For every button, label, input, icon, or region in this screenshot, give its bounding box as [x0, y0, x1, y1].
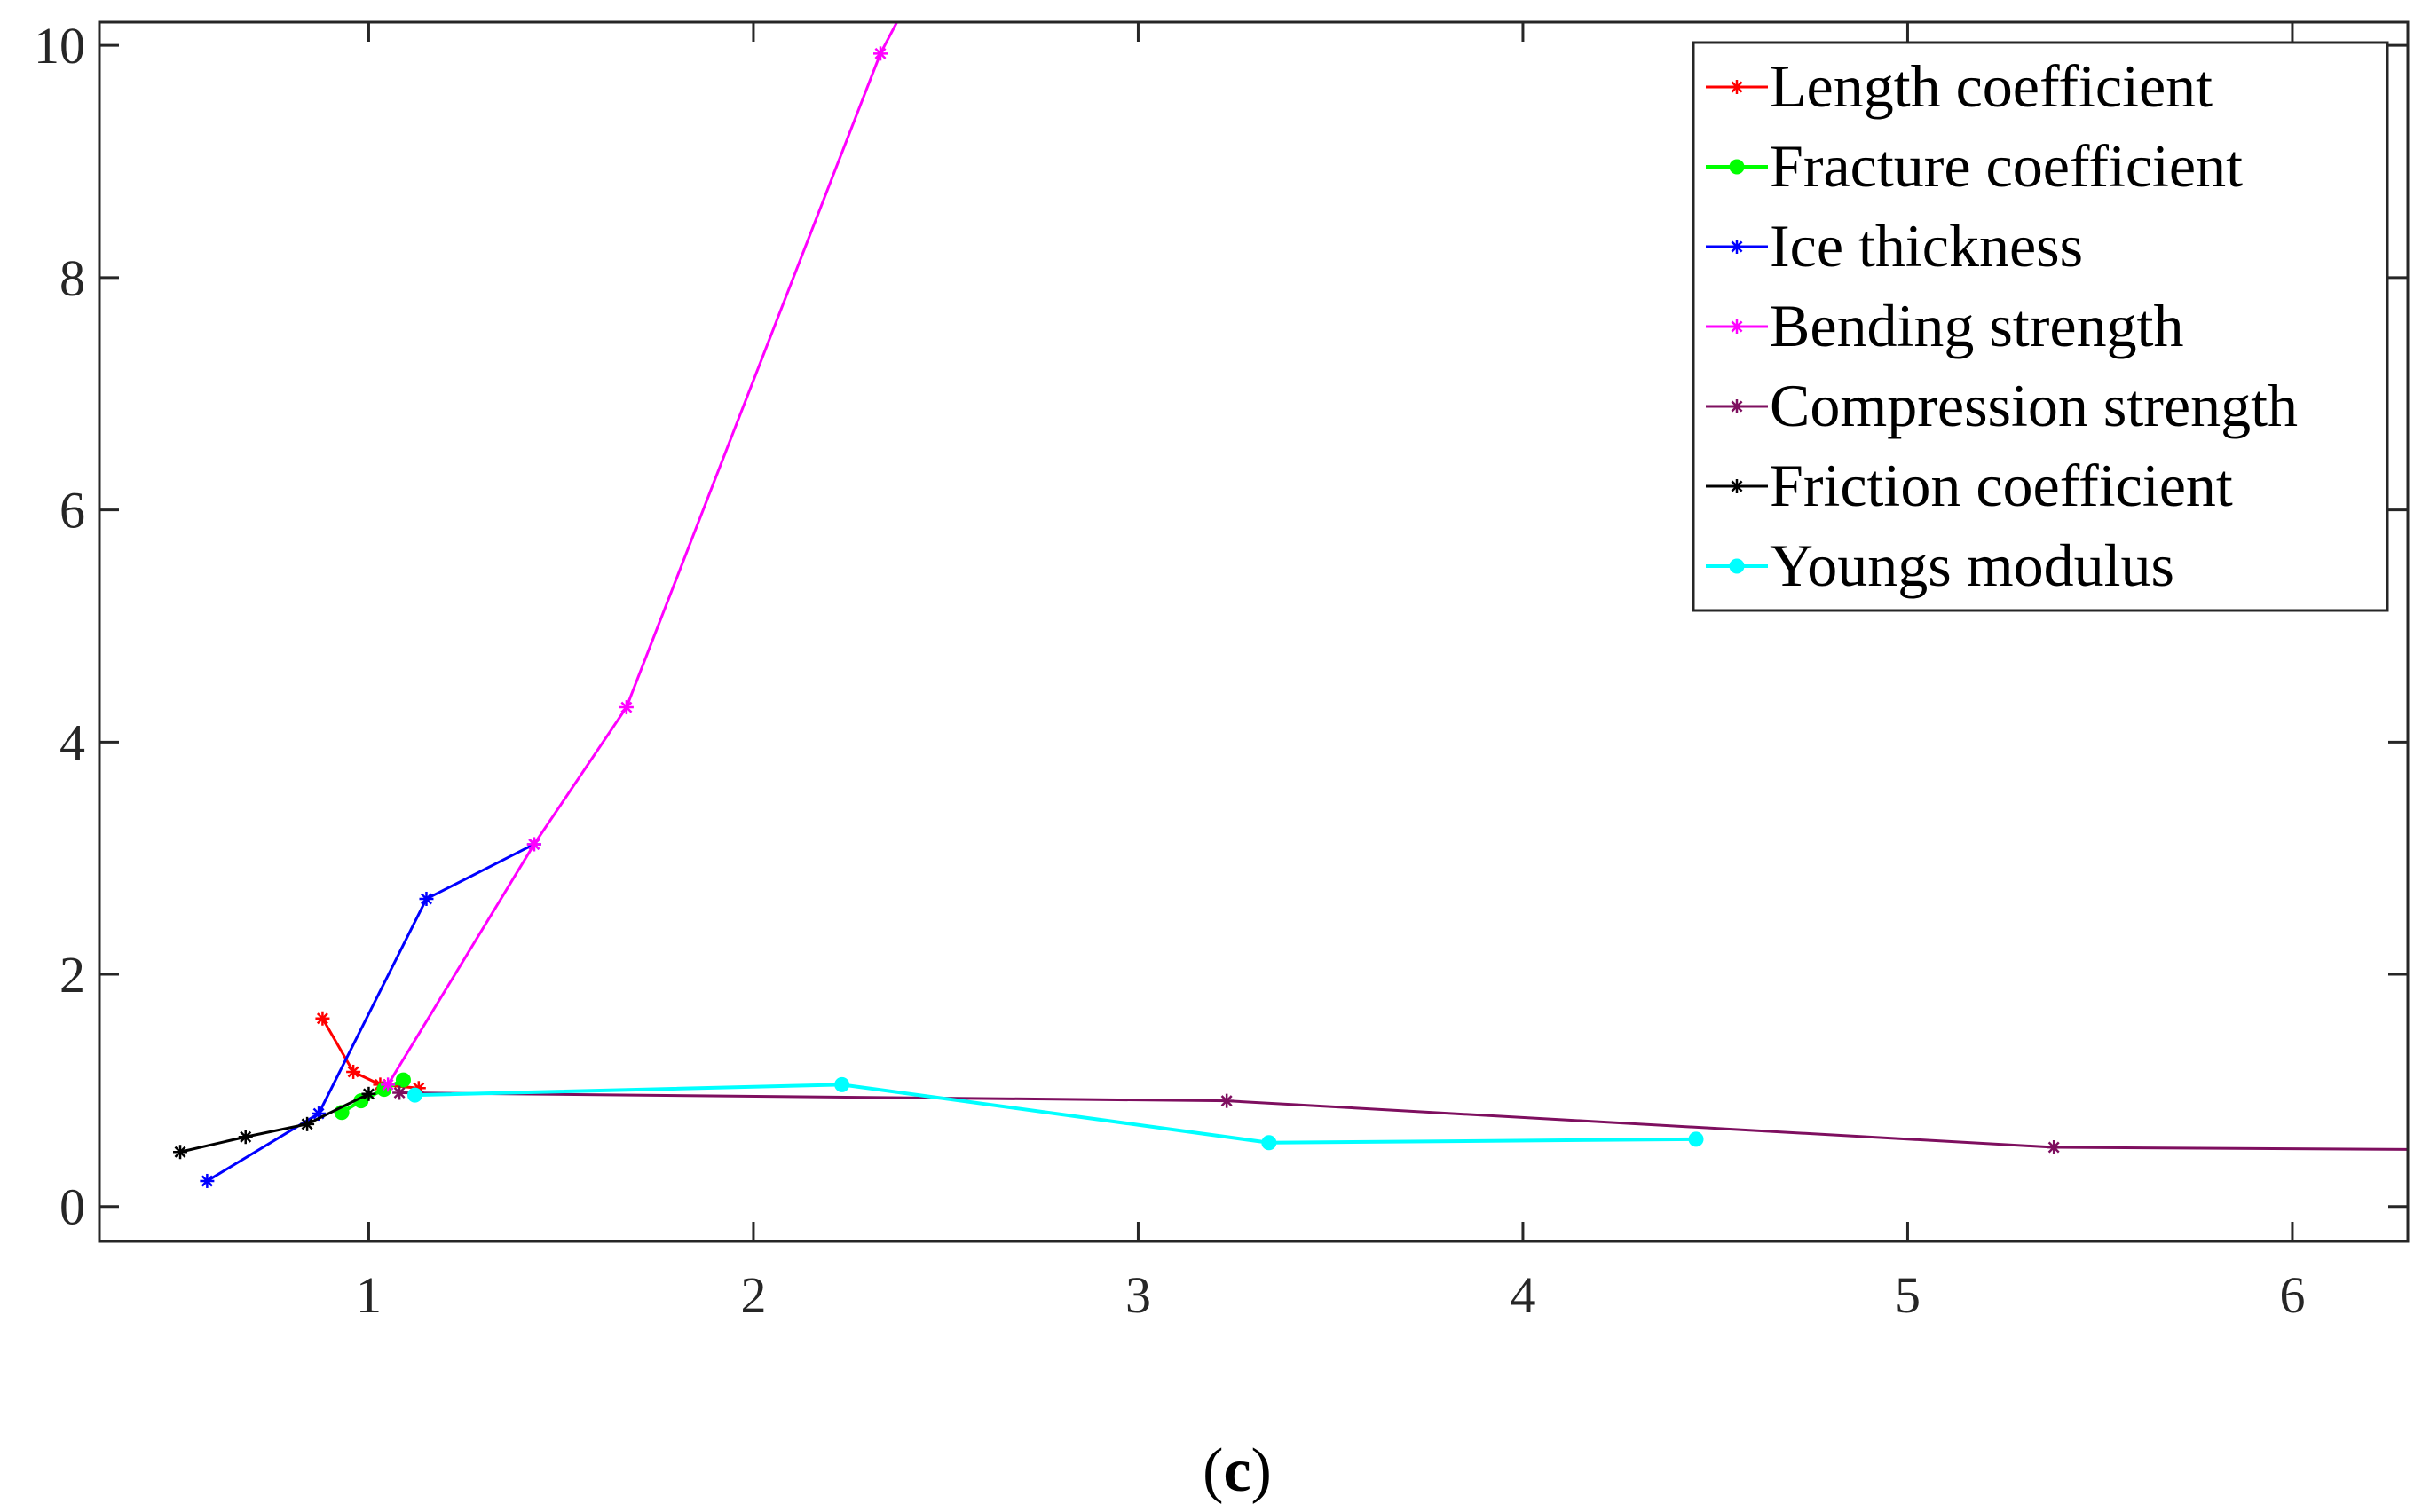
- legend-label: Youngs modulus: [1770, 532, 2174, 599]
- data-point-friction-coefficient: [238, 1130, 253, 1145]
- data-point-length-coefficient: [346, 1064, 361, 1079]
- series-compression-strength: [392, 1085, 2408, 1155]
- data-point-compression-strength: [392, 1085, 407, 1100]
- caption-close: ): [1251, 1437, 1272, 1505]
- x-tick-label: 3: [1125, 1266, 1151, 1324]
- legend-label: Friction coefficient: [1770, 452, 2233, 519]
- data-point-bending-strength: [381, 1077, 396, 1092]
- data-point-length-coefficient: [315, 1011, 330, 1026]
- series-youngs-modulus: [406, 1076, 1704, 1151]
- data-point-friction-coefficient: [361, 1086, 376, 1101]
- data-point-bending-strength: [873, 46, 888, 61]
- legend-marker: [1730, 399, 1744, 413]
- legend-entry-bending-strength: Bending strength: [1706, 292, 2184, 359]
- data-point-youngs-modulus: [1688, 1131, 1704, 1147]
- series-line-compression-strength: [399, 1091, 2408, 1151]
- caption: (c): [1203, 1437, 1272, 1505]
- series-line-friction-coefficient: [179, 1092, 370, 1154]
- data-point-youngs-modulus: [1261, 1135, 1277, 1151]
- data-point-friction-coefficient: [300, 1116, 315, 1131]
- legend-entry-compression-strength: Compression strength: [1706, 372, 2298, 439]
- y-tick-label: 10: [34, 17, 85, 75]
- x-tick-label: 2: [740, 1266, 766, 1324]
- y-tick-label: 2: [59, 946, 85, 1004]
- series-layer: [173, 22, 2408, 1188]
- x-tick-label: 1: [356, 1266, 382, 1324]
- data-point-compression-strength: [2047, 1140, 2062, 1155]
- y-tick-label: 8: [59, 249, 85, 307]
- legend-marker: [1730, 80, 1744, 94]
- y-tick-label: 6: [59, 482, 85, 539]
- y-tick-label: 4: [59, 713, 85, 771]
- caption-letter: c: [1223, 1437, 1250, 1505]
- legend-box: [1692, 41, 2389, 612]
- legend-label: Bending strength: [1770, 292, 2184, 359]
- data-point-ice-thickness: [419, 891, 434, 906]
- legend-marker: [1730, 479, 1744, 493]
- data-point-youngs-modulus: [406, 1087, 422, 1103]
- data-point-fracture-coefficient: [395, 1072, 411, 1088]
- legend-marker: [1730, 240, 1744, 254]
- x-tick-label: 6: [2279, 1266, 2305, 1324]
- legend-marker: [1730, 319, 1744, 334]
- x-axis: 1 2 3 4 5 6: [356, 22, 2305, 1324]
- legend-marker: [1729, 558, 1745, 574]
- series-line-bending-strength: [386, 22, 899, 1086]
- legend-entry-youngs-modulus: Youngs modulus: [1706, 532, 2174, 599]
- legend-marker: [1729, 159, 1745, 175]
- legend-entry-ice-thickness: Ice thickness: [1706, 212, 2083, 280]
- data-point-ice-thickness: [200, 1173, 215, 1188]
- legend-entry-fracture-coefficient: Fracture coefficient: [1706, 132, 2243, 200]
- data-point-bending-strength: [526, 837, 541, 852]
- caption-open: (: [1203, 1437, 1223, 1505]
- legend-label: Fracture coefficient: [1770, 132, 2243, 200]
- plot-frame: [98, 20, 2410, 1243]
- data-point-friction-coefficient: [173, 1145, 188, 1160]
- y-axis: 0 2 4 6 8 10: [34, 17, 2408, 1236]
- data-point-bending-strength: [619, 700, 634, 715]
- legend-entry-friction-coefficient: Friction coefficient: [1706, 452, 2233, 519]
- series-line-ice-thickness: [206, 843, 535, 1183]
- legend-label: Compression strength: [1770, 372, 2298, 439]
- series-line-youngs-modulus: [414, 1083, 1697, 1145]
- series-bending-strength: [381, 22, 899, 1092]
- legend-label: Ice thickness: [1770, 212, 2083, 280]
- x-tick-label: 5: [1895, 1266, 1921, 1324]
- legend-entry-length-coefficient: Length coefficient: [1706, 52, 2213, 120]
- y-tick-label: 0: [59, 1178, 85, 1236]
- series-friction-coefficient: [173, 1086, 376, 1160]
- x-tick-label: 4: [1510, 1266, 1535, 1324]
- data-point-compression-strength: [1219, 1093, 1235, 1108]
- data-point-youngs-modulus: [834, 1076, 850, 1092]
- legend: Length coefficient Fracture coefficient Ic…: [1692, 41, 2389, 612]
- legend-label: Length coefficient: [1770, 52, 2213, 120]
